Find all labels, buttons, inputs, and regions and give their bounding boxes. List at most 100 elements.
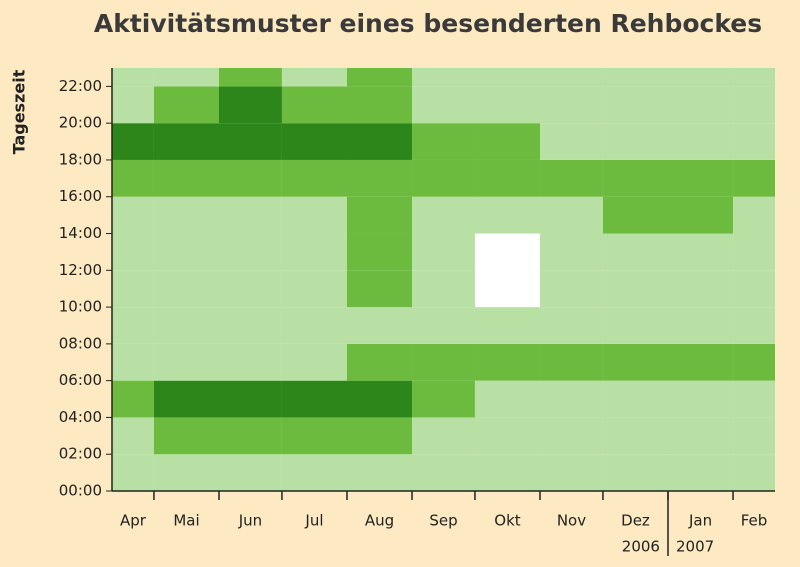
x-tick-label: Apr [120,512,147,530]
heat-cell [112,454,154,491]
heat-cell [540,68,603,87]
heat-cell [281,454,347,491]
heat-cell [733,380,775,418]
x-tick-label: Nov [557,512,586,530]
heat-cell [112,159,154,197]
heat-cell [474,343,541,381]
heat-cell [412,417,475,455]
heat-cell [667,159,734,197]
heat-cell [281,343,347,381]
heat-cell [219,123,282,160]
heat-cell [474,196,541,234]
heat-cell [602,86,668,124]
heat-cell [153,233,220,271]
heat-cell [412,343,475,381]
x-tick-label: Jan [688,512,712,530]
y-tick-label: 00:00 [59,482,102,500]
y-tick-label: 14:00 [59,224,102,242]
heat-cell [474,307,541,344]
heat-cell [474,417,541,455]
heat-cell [602,233,668,271]
heat-cell [602,270,668,308]
y-axis-label: Tageszeit [10,69,29,154]
heat-cell [112,233,154,271]
heat-cell [602,417,668,455]
heat-cell [602,68,668,87]
y-tick-label: 08:00 [59,334,102,352]
heat-cell [112,380,154,418]
heat-cell [346,68,413,87]
heat-cell [281,233,347,271]
heat-cell [281,196,347,234]
heat-cell [474,159,541,197]
heat-cell [112,68,154,87]
y-tick-label: 18:00 [59,150,102,168]
heat-cell [281,86,347,124]
heat-cell [412,454,475,491]
heat-cell [281,417,347,455]
heat-cell [153,343,220,381]
heat-cell [540,270,603,308]
heat-cell [112,86,154,124]
heat-cell [346,196,413,234]
heat-cell [540,86,603,124]
heat-cell [412,196,475,234]
heat-cell [602,380,668,418]
heat-cell [153,417,220,455]
y-tick-label: 12:00 [59,261,102,279]
x-tick-label: Jul [304,512,323,530]
heat-cell [153,380,220,418]
heat-cell [412,86,475,124]
heat-cell [412,233,475,271]
heat-cell [112,343,154,381]
heat-cell [602,343,668,381]
heat-cell [474,123,541,160]
heat-cell [153,86,220,124]
heat-cell [667,417,734,455]
heat-cell [540,343,603,381]
heat-cell [540,196,603,234]
heat-cell [733,86,775,124]
heat-cell [219,454,282,491]
heat-cell [733,159,775,197]
heat-cell [219,270,282,308]
heat-cell [667,270,734,308]
heat-cell [733,417,775,455]
heat-cell [346,123,413,160]
heat-cell [112,307,154,344]
heat-cell [733,307,775,344]
heat-cell [153,196,220,234]
heat-cell [219,233,282,271]
heat-cell [219,159,282,197]
heat-cell [281,123,347,160]
y-tick-label: 20:00 [59,114,102,132]
heat-cell [667,307,734,344]
heat-cell [602,454,668,491]
heat-cell [733,68,775,87]
heat-cell [474,68,541,87]
heat-cell [474,86,541,124]
heat-cell [219,68,282,87]
heat-cell [733,343,775,381]
x-tick-label: Dez [621,512,650,530]
heat-cell [219,196,282,234]
heat-cell [346,454,413,491]
heat-cell [540,123,603,160]
heat-cell [602,196,668,234]
heat-cell [153,159,220,197]
heat-cell [540,233,603,271]
heat-cell [153,454,220,491]
heat-cell [112,123,154,160]
heat-cell [219,343,282,381]
heat-cell [412,68,475,87]
x-tick-label: Aug [365,512,394,530]
year-label: 2007 [676,538,714,556]
heat-cell [667,196,734,234]
heat-cell [112,417,154,455]
heat-cell [667,343,734,381]
heat-cell [667,233,734,271]
heat-cell [412,159,475,197]
heat-cell [602,307,668,344]
heat-cell [346,159,413,197]
heat-cell [667,123,734,160]
